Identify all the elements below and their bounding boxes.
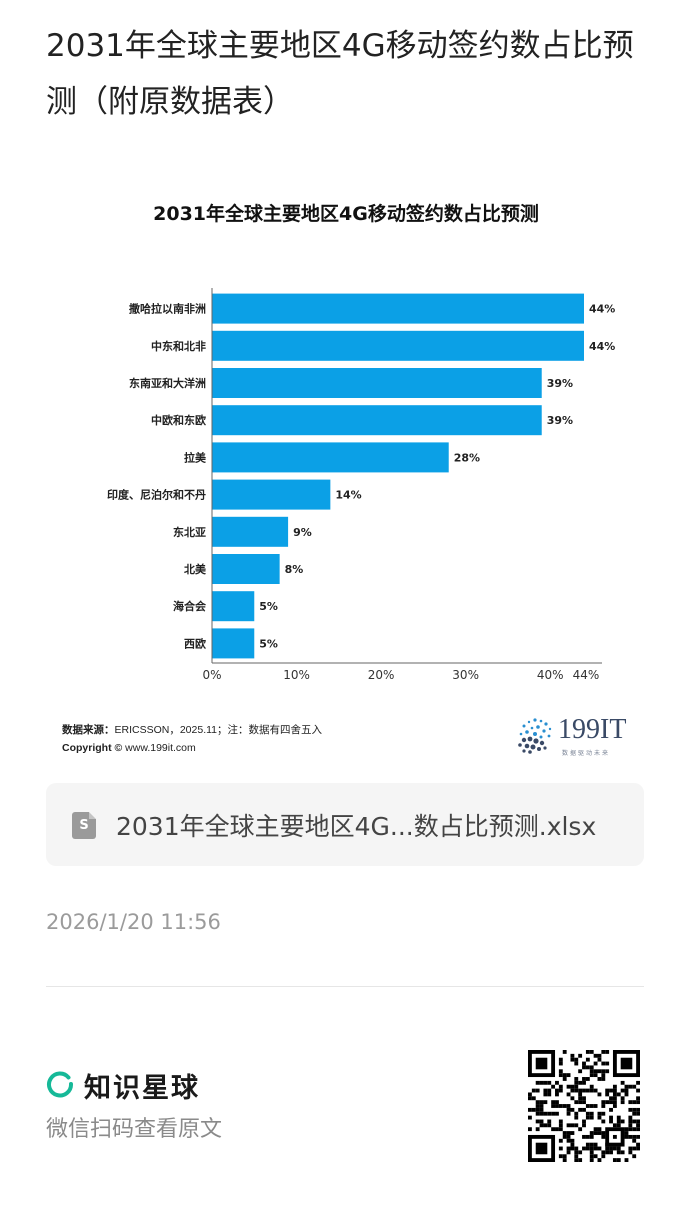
value-label: 9% bbox=[293, 526, 312, 539]
x-tick-label: 44% bbox=[573, 668, 600, 682]
value-label: 5% bbox=[259, 637, 278, 650]
bar bbox=[212, 442, 449, 473]
app-name: 知识星球 bbox=[84, 1073, 200, 1104]
bar bbox=[212, 554, 280, 584]
bar bbox=[212, 628, 255, 659]
value-label: 28% bbox=[454, 451, 480, 464]
category-label: 西欧 bbox=[184, 636, 206, 650]
planet-ring-icon bbox=[47, 1071, 74, 1098]
bar bbox=[212, 368, 542, 398]
value-label: 44% bbox=[589, 340, 615, 353]
attachment-file-card[interactable]: S 2031年全球主要地区4G...数占比预测.xlsx bbox=[46, 783, 644, 866]
bar bbox=[212, 479, 331, 510]
x-tick-label: 10% bbox=[283, 668, 310, 682]
bar bbox=[212, 516, 289, 547]
bar bbox=[212, 405, 542, 436]
copyright-url: www.199it.com bbox=[122, 742, 196, 754]
chart-source-note: 数据来源：ERICSSON，2025.11；注：数据有四舍五入 bbox=[62, 722, 322, 737]
value-label: 44% bbox=[589, 303, 615, 316]
category-label: 撒哈拉以南非洲 bbox=[129, 302, 206, 316]
copyright-label: Copyright © bbox=[62, 742, 123, 754]
category-label: 拉美 bbox=[184, 450, 207, 464]
category-label: 海合会 bbox=[173, 599, 207, 613]
bar bbox=[212, 293, 584, 324]
x-tick-label: 30% bbox=[452, 668, 479, 682]
file-name: 2031年全球主要地区4G...数占比预测.xlsx bbox=[116, 812, 597, 841]
bar bbox=[212, 330, 584, 361]
category-label: 东南亚和大洋洲 bbox=[129, 376, 206, 390]
x-tick-label: 20% bbox=[368, 668, 395, 682]
value-label: 39% bbox=[547, 377, 573, 390]
x-tick-label: 40% bbox=[537, 668, 564, 682]
qr-code[interactable] bbox=[528, 1050, 640, 1162]
dots-globe-icon bbox=[518, 718, 552, 754]
chart-image[interactable]: 2031年全球主要地区4G移动签约数占比预测撒哈拉以南非洲 44% 中东和北非 44%… bbox=[46, 186, 646, 766]
category-label: 北美 bbox=[184, 562, 207, 576]
chart-copyright: Copyright © www.199it.com bbox=[62, 742, 196, 754]
category-label: 中欧和东欧 bbox=[151, 413, 206, 427]
category-label: 印度、尼泊尔和不丹 bbox=[107, 488, 206, 502]
post-timestamp: 2026/1/20 11:56 bbox=[46, 910, 221, 934]
chart-title: 2031年全球主要地区4G移动签约数占比预测 bbox=[153, 202, 539, 225]
brand-slogan: 数据驱动未来 bbox=[562, 750, 611, 757]
brand-name: 199IT bbox=[558, 714, 627, 745]
file-icon-letter: S bbox=[79, 818, 89, 833]
value-label: 14% bbox=[335, 489, 361, 502]
category-label: 东北亚 bbox=[173, 525, 206, 539]
wechat-scan-hint: 微信扫码查看原文 bbox=[46, 1117, 223, 1142]
zsxq-logo: 知识星球 bbox=[46, 1066, 246, 1106]
spreadsheet-file-icon: S bbox=[72, 812, 96, 839]
bar bbox=[212, 591, 255, 622]
divider bbox=[46, 986, 644, 987]
brand-logo: 199IT 数据驱动未来 bbox=[514, 714, 644, 758]
category-label: 中东和北非 bbox=[151, 339, 206, 353]
x-tick-label: 0% bbox=[202, 668, 221, 682]
post-title: 2031年全球主要地区4G移动签约数占比预测（附原数据表） bbox=[46, 28, 634, 120]
source-text: ERICSSON，2025.11；注：数据有四舍五入 bbox=[114, 724, 323, 736]
value-label: 8% bbox=[285, 563, 304, 576]
value-label: 5% bbox=[259, 600, 278, 613]
value-label: 39% bbox=[547, 414, 573, 427]
source-label: 数据来源： bbox=[62, 724, 115, 736]
